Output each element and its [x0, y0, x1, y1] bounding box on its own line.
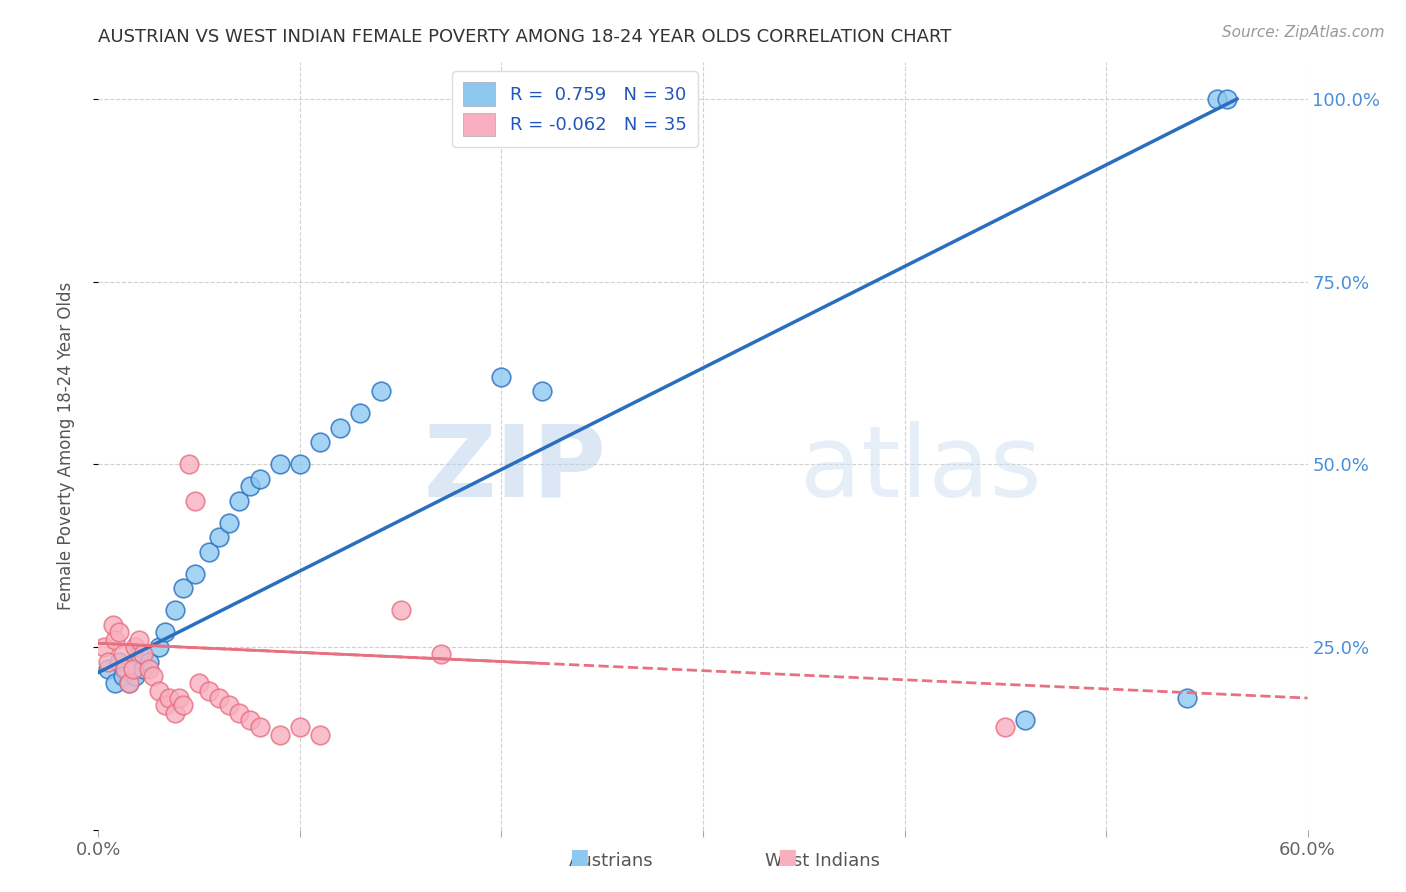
Text: atlas: atlas — [800, 420, 1042, 517]
Point — [167, 691, 190, 706]
Point — [309, 728, 332, 742]
Point — [163, 603, 186, 617]
Point — [329, 421, 352, 435]
Point — [121, 662, 143, 676]
Point — [103, 632, 125, 647]
Point — [269, 728, 291, 742]
Point — [107, 655, 129, 669]
Point — [198, 545, 221, 559]
Point — [148, 640, 170, 654]
Point — [148, 683, 170, 698]
Point — [128, 632, 150, 647]
Point — [1216, 92, 1239, 106]
Point — [111, 669, 134, 683]
Text: Austrians: Austrians — [569, 852, 654, 870]
Point — [269, 457, 291, 471]
Point — [239, 479, 262, 493]
Point — [172, 582, 194, 596]
Point — [118, 676, 141, 690]
Point — [1206, 92, 1229, 106]
Point — [208, 691, 231, 706]
Point — [184, 493, 207, 508]
Text: ■: ■ — [569, 847, 589, 867]
Text: AUSTRIAN VS WEST INDIAN FEMALE POVERTY AMONG 18-24 YEAR OLDS CORRELATION CHART: AUSTRIAN VS WEST INDIAN FEMALE POVERTY A… — [98, 28, 952, 45]
Point — [101, 618, 124, 632]
Point — [142, 669, 165, 683]
Point — [1175, 691, 1198, 706]
Point — [157, 691, 180, 706]
Point — [179, 457, 201, 471]
Point — [288, 720, 311, 734]
Point — [153, 625, 176, 640]
Point — [97, 655, 120, 669]
Point — [132, 662, 155, 676]
Point — [228, 706, 250, 720]
Point — [93, 640, 115, 654]
Point — [389, 603, 412, 617]
Point — [491, 369, 513, 384]
Point — [138, 662, 160, 676]
Point — [309, 435, 332, 450]
Point — [128, 647, 150, 661]
Point — [239, 713, 262, 727]
Point — [249, 472, 271, 486]
Point — [249, 720, 271, 734]
Point — [163, 706, 186, 720]
Text: ZIP: ZIP — [423, 420, 606, 517]
Point — [218, 516, 240, 530]
Text: ■: ■ — [778, 847, 797, 867]
Point — [1014, 713, 1036, 727]
Point — [208, 530, 231, 544]
Point — [349, 406, 371, 420]
Point — [97, 662, 120, 676]
Legend: R =  0.759   N = 30, R = -0.062   N = 35: R = 0.759 N = 30, R = -0.062 N = 35 — [453, 71, 697, 147]
Point — [631, 92, 654, 106]
Point — [184, 566, 207, 581]
Point — [107, 625, 129, 640]
Point — [288, 457, 311, 471]
Point — [218, 698, 240, 713]
Point — [114, 662, 136, 676]
Point — [124, 669, 146, 683]
Point — [132, 647, 155, 661]
Point — [124, 640, 146, 654]
Text: Source: ZipAtlas.com: Source: ZipAtlas.com — [1222, 25, 1385, 40]
Point — [103, 676, 125, 690]
Point — [198, 683, 221, 698]
Point — [111, 647, 134, 661]
Point — [172, 698, 194, 713]
Point — [228, 493, 250, 508]
Point — [138, 655, 160, 669]
Y-axis label: Female Poverty Among 18-24 Year Olds: Female Poverty Among 18-24 Year Olds — [56, 282, 75, 610]
Point — [188, 676, 211, 690]
Point — [430, 647, 453, 661]
Point — [994, 720, 1017, 734]
Text: West Indians: West Indians — [765, 852, 880, 870]
Point — [621, 92, 644, 106]
Point — [118, 676, 141, 690]
Point — [370, 384, 392, 399]
Point — [530, 384, 553, 399]
Point — [153, 698, 176, 713]
